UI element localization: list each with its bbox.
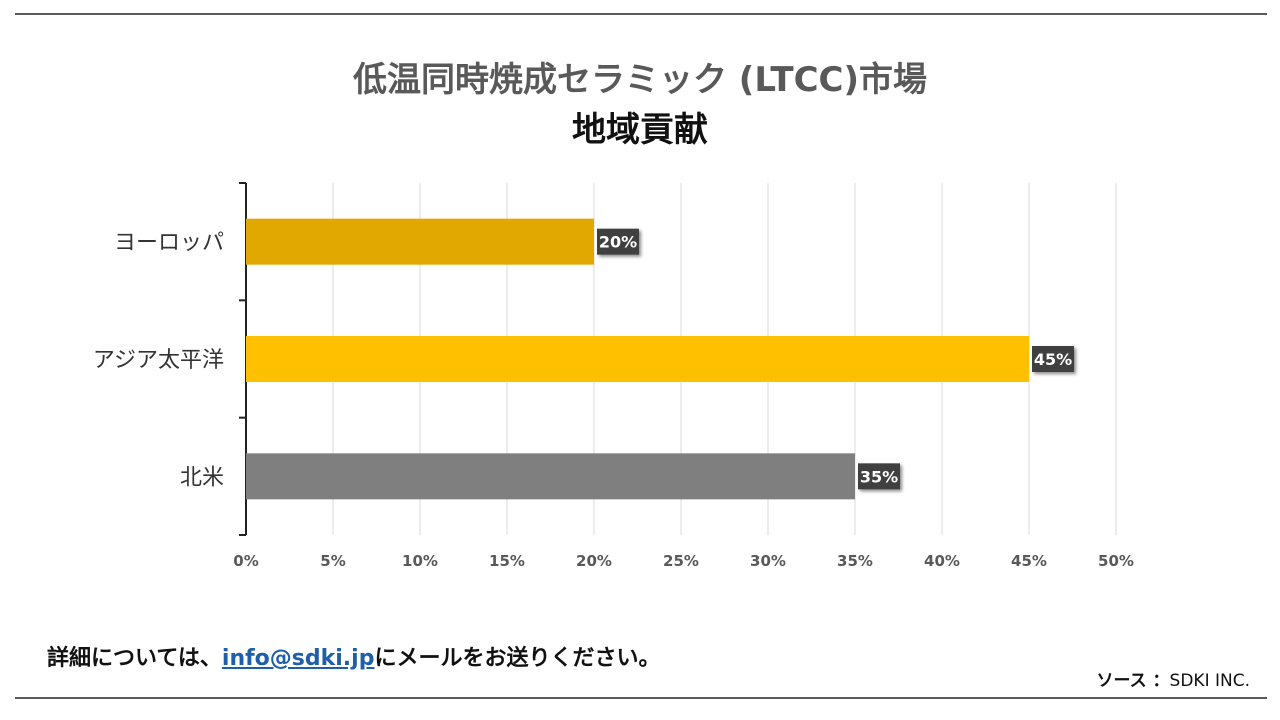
data-label-box [1032, 346, 1074, 372]
top-divider [15, 13, 1267, 15]
x-tick-label: 5% [320, 552, 345, 570]
x-tick-label: 35% [837, 552, 873, 570]
chart-title: 低温同時焼成セラミック (LTCC)市場 [352, 60, 928, 100]
source-credit: ソース ：SDKI INC. [1096, 666, 1250, 691]
email-link[interactable]: info@sdki.jp [221, 646, 375, 671]
bottom-divider [15, 697, 1267, 699]
x-tick-label: 25% [663, 552, 699, 570]
x-tick-label: 0% [233, 552, 258, 570]
x-tick-label: 40% [924, 552, 960, 570]
x-tick-label: 50% [1098, 552, 1134, 570]
data-label-box [858, 463, 900, 490]
category-label: アジア太平洋 [93, 348, 224, 373]
x-tick-label: 30% [750, 552, 786, 570]
category-label: 北米 [180, 465, 224, 490]
source-label: ソース ： [1096, 671, 1170, 691]
category-label: ヨーロッパ [114, 231, 224, 256]
data-label: 20% [599, 233, 637, 252]
bar-1 [246, 336, 1029, 382]
x-tick-label: 15% [489, 552, 525, 570]
x-tick-label: 45% [1011, 552, 1047, 570]
chart-subtitle: 地域貢献 [572, 110, 708, 150]
x-tick-label: 20% [576, 552, 612, 570]
source-value: SDKI INC. [1169, 671, 1250, 691]
contact-note-suffix: にメールをお送りください。 [374, 646, 661, 671]
bar-0 [246, 218, 594, 265]
data-label-box [597, 228, 639, 255]
contact-note: 詳細については、info@sdki.jpにメールをお送りください。 [47, 640, 660, 672]
bar-2 [246, 453, 855, 500]
data-label: 45% [1034, 350, 1072, 369]
data-label: 35% [860, 467, 898, 486]
x-tick-label: 10% [402, 552, 438, 570]
contact-note-prefix: 詳細については、 [47, 646, 222, 671]
